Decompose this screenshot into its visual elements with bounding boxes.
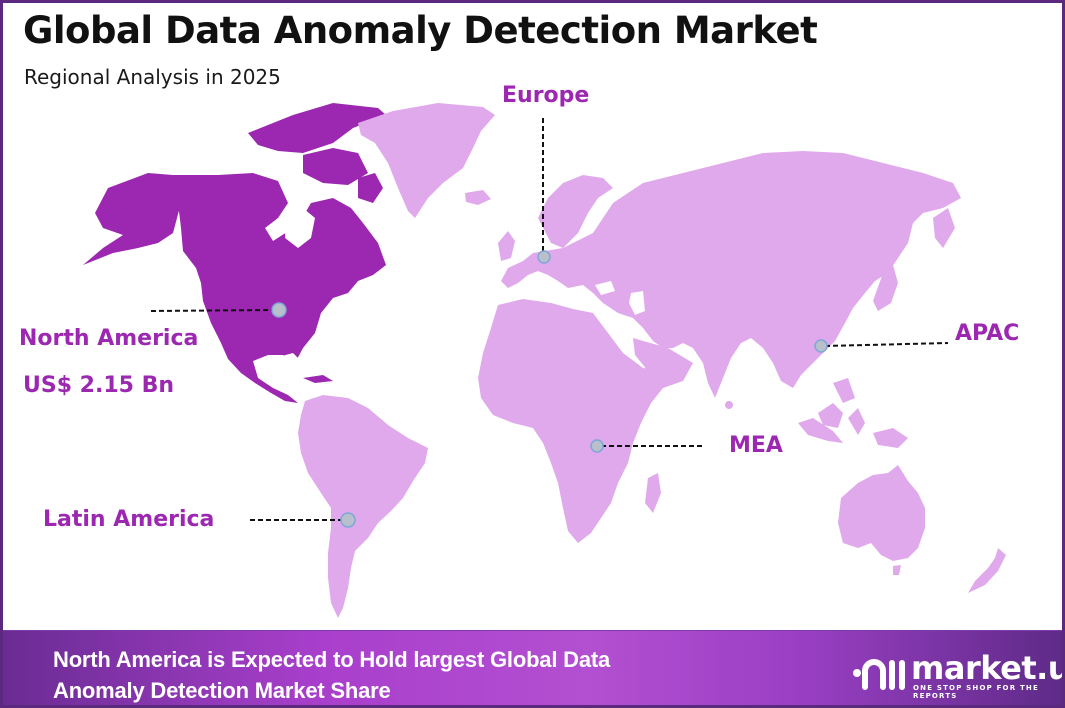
marker-apac xyxy=(814,339,828,353)
region-arabia xyxy=(633,338,693,388)
market-us-logo-icon xyxy=(853,659,905,690)
marker-north-america xyxy=(271,302,287,318)
leader-lines xyxy=(150,118,949,521)
page-subtitle: Regional Analysis in 2025 xyxy=(24,65,281,89)
region-eurasia xyxy=(498,151,961,409)
region-se-asia xyxy=(798,378,908,448)
brand-name: market.us xyxy=(911,649,1062,687)
region-new-zealand xyxy=(968,548,1006,593)
region-madagascar xyxy=(645,473,661,513)
brand-tagline: ONE STOP SHOP FOR THE REPORTS xyxy=(913,684,1039,700)
page-title: Global Data Anomaly Detection Market xyxy=(23,9,818,52)
water-cutouts xyxy=(271,208,315,371)
region-africa xyxy=(478,299,668,543)
label-mea: MEA xyxy=(729,433,783,458)
region-south-america xyxy=(298,395,428,618)
region-tasmania xyxy=(893,565,901,575)
region-greenland xyxy=(358,103,495,218)
banner-line-2: Anomaly Detection Market Share xyxy=(53,678,391,703)
marker-mea xyxy=(590,439,604,453)
footer-banner: North America is Expected to Hold larges… xyxy=(3,630,1062,705)
banner-headline: North America is Expected to Hold larges… xyxy=(53,644,611,705)
label-north-america: North America xyxy=(19,326,199,351)
label-apac: APAC xyxy=(955,321,1020,346)
brand-logo: market.us ONE STOP SHOP FOR THE REPORTS xyxy=(851,649,1062,700)
world-map xyxy=(83,103,1006,618)
region-iceland xyxy=(465,190,491,205)
inland-seas xyxy=(551,281,645,315)
leader-line-north-america xyxy=(150,309,274,312)
marker-europe xyxy=(537,250,551,264)
marker-latin-america xyxy=(340,512,356,528)
region-north-america xyxy=(83,103,386,403)
label-europe: Europe xyxy=(502,83,590,108)
region-markers xyxy=(271,250,828,528)
value-north-america: US$ 2.15 Bn xyxy=(23,373,175,398)
leader-line-apac xyxy=(824,342,949,347)
banner-line-1: North America is Expected to Hold larges… xyxy=(53,647,611,672)
label-latin-america: Latin America xyxy=(43,507,215,532)
region-australia xyxy=(838,465,925,561)
